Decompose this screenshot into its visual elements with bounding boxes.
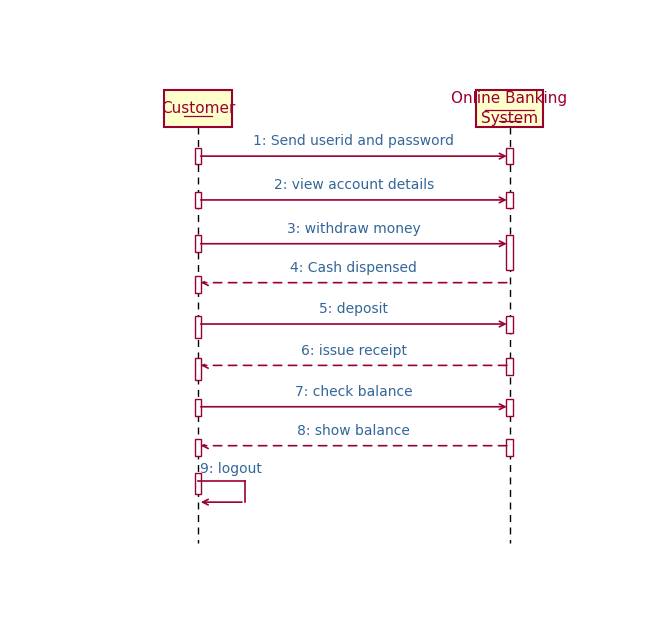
Bar [194,148,202,164]
Text: 6: issue receipt: 6: issue receipt [301,344,407,358]
Bar [164,90,232,127]
Bar [506,439,513,456]
Text: Customer: Customer [161,101,235,116]
Bar [506,316,513,333]
Text: 8: show balance: 8: show balance [297,424,410,438]
Bar [476,90,543,127]
Bar [194,358,202,379]
Text: 4: Cash dispensed: 4: Cash dispensed [290,261,417,275]
Bar [506,148,513,164]
Bar [194,191,202,208]
Bar [194,236,202,252]
Bar [506,399,513,415]
Text: Online Banking
System: Online Banking System [452,91,567,126]
Bar [506,358,513,375]
Bar [194,399,202,415]
Text: 9: logout: 9: logout [200,462,262,476]
Text: 5: deposit: 5: deposit [320,302,388,316]
Bar [194,276,202,293]
Bar [194,316,202,337]
Text: 2: view account details: 2: view account details [273,178,434,192]
Bar [506,236,513,270]
Bar [194,473,202,494]
Text: 7: check balance: 7: check balance [295,385,413,399]
Bar [506,191,513,208]
Text: 3: withdraw money: 3: withdraw money [287,222,421,236]
Text: 1: Send userid and password: 1: Send userid and password [253,135,454,149]
Bar [194,439,202,456]
